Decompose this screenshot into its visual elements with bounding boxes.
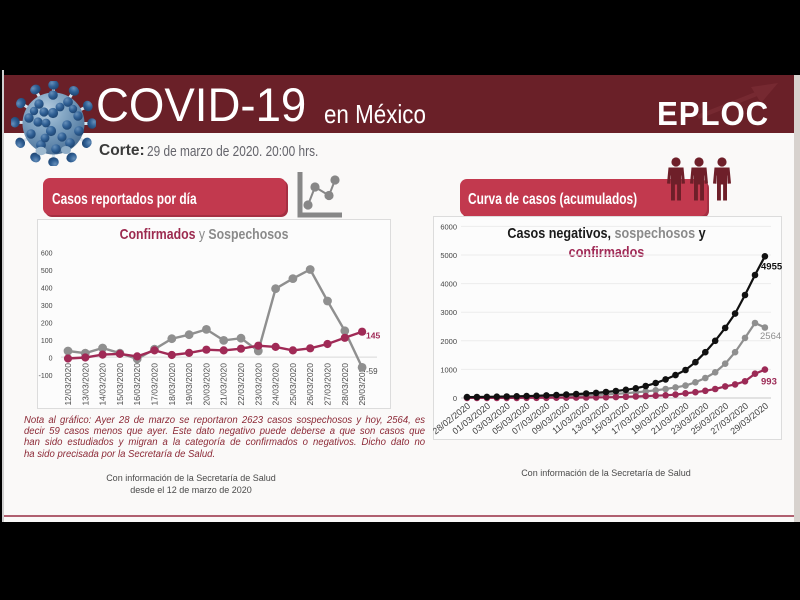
svg-text:13/03/2020: 13/03/2020	[80, 363, 90, 406]
svg-text:200: 200	[41, 321, 53, 328]
svg-text:100: 100	[41, 338, 53, 345]
svg-text:12/03/2020: 12/03/2020	[63, 363, 73, 406]
svg-text:4955: 4955	[761, 262, 783, 273]
svg-text:-100: -100	[38, 373, 52, 380]
svg-text:20/03/2020: 20/03/2020	[201, 363, 211, 406]
svg-text:2564: 2564	[760, 331, 781, 342]
svg-text:500: 500	[41, 268, 53, 275]
svg-text:21/03/2020: 21/03/2020	[219, 363, 229, 406]
svg-text:300: 300	[41, 303, 53, 310]
svg-text:1000: 1000	[440, 365, 457, 374]
svg-text:22/03/2020: 22/03/2020	[236, 363, 246, 406]
svg-text:-59: -59	[366, 367, 378, 376]
svg-text:27/03/2020: 27/03/2020	[323, 363, 333, 406]
svg-text:0: 0	[49, 356, 53, 363]
svg-text:2000: 2000	[440, 337, 457, 346]
svg-text:3000: 3000	[440, 308, 457, 317]
svg-text:4000: 4000	[440, 280, 457, 289]
svg-text:14/03/2020: 14/03/2020	[98, 363, 108, 406]
svg-text:24/03/2020: 24/03/2020	[271, 363, 281, 406]
svg-text:25/03/2020: 25/03/2020	[288, 363, 298, 406]
svg-text:19/03/2020: 19/03/2020	[184, 363, 194, 406]
svg-text:600: 600	[41, 251, 53, 258]
svg-text:145: 145	[366, 331, 380, 341]
svg-text:17/03/2020: 17/03/2020	[150, 363, 160, 406]
svg-text:993: 993	[761, 377, 777, 388]
svg-text:18/03/2020: 18/03/2020	[167, 363, 177, 406]
svg-text:26/03/2020: 26/03/2020	[305, 363, 315, 406]
svg-text:16/03/2020: 16/03/2020	[132, 363, 142, 406]
svg-text:23/03/2020: 23/03/2020	[253, 363, 263, 406]
svg-text:5000: 5000	[440, 251, 457, 260]
svg-text:400: 400	[41, 286, 53, 293]
svg-text:6000: 6000	[440, 222, 457, 231]
svg-text:28/03/2020: 28/03/2020	[340, 363, 350, 406]
svg-text:29/03/2020: 29/03/2020	[357, 363, 367, 406]
svg-text:0: 0	[453, 394, 457, 403]
svg-text:15/03/2020: 15/03/2020	[115, 363, 125, 406]
